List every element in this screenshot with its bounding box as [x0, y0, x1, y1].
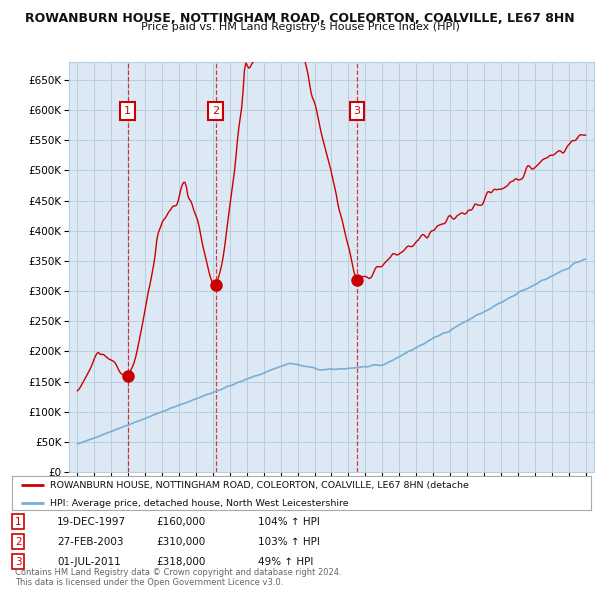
Text: £160,000: £160,000 — [156, 517, 205, 526]
Text: HPI: Average price, detached house, North West Leicestershire: HPI: Average price, detached house, Nort… — [50, 499, 348, 507]
Text: 1: 1 — [15, 517, 22, 526]
Text: 1: 1 — [124, 106, 131, 116]
Text: Contains HM Land Registry data © Crown copyright and database right 2024.
This d: Contains HM Land Registry data © Crown c… — [15, 568, 341, 587]
Text: 3: 3 — [353, 106, 361, 116]
Text: 104% ↑ HPI: 104% ↑ HPI — [258, 517, 320, 526]
Text: ROWANBURN HOUSE, NOTTINGHAM ROAD, COLEORTON, COALVILLE, LE67 8HN: ROWANBURN HOUSE, NOTTINGHAM ROAD, COLEOR… — [25, 12, 575, 25]
Text: ROWANBURN HOUSE, NOTTINGHAM ROAD, COLEORTON, COALVILLE, LE67 8HN (detache: ROWANBURN HOUSE, NOTTINGHAM ROAD, COLEOR… — [50, 481, 469, 490]
Text: 2: 2 — [212, 106, 219, 116]
Text: 2: 2 — [15, 537, 22, 546]
Text: 01-JUL-2011: 01-JUL-2011 — [57, 557, 121, 566]
Text: £310,000: £310,000 — [156, 537, 205, 546]
Text: 3: 3 — [15, 557, 22, 566]
Text: 27-FEB-2003: 27-FEB-2003 — [57, 537, 124, 546]
Text: £318,000: £318,000 — [156, 557, 205, 566]
Text: 103% ↑ HPI: 103% ↑ HPI — [258, 537, 320, 546]
Text: 19-DEC-1997: 19-DEC-1997 — [57, 517, 126, 526]
Text: 49% ↑ HPI: 49% ↑ HPI — [258, 557, 313, 566]
Text: Price paid vs. HM Land Registry's House Price Index (HPI): Price paid vs. HM Land Registry's House … — [140, 22, 460, 32]
